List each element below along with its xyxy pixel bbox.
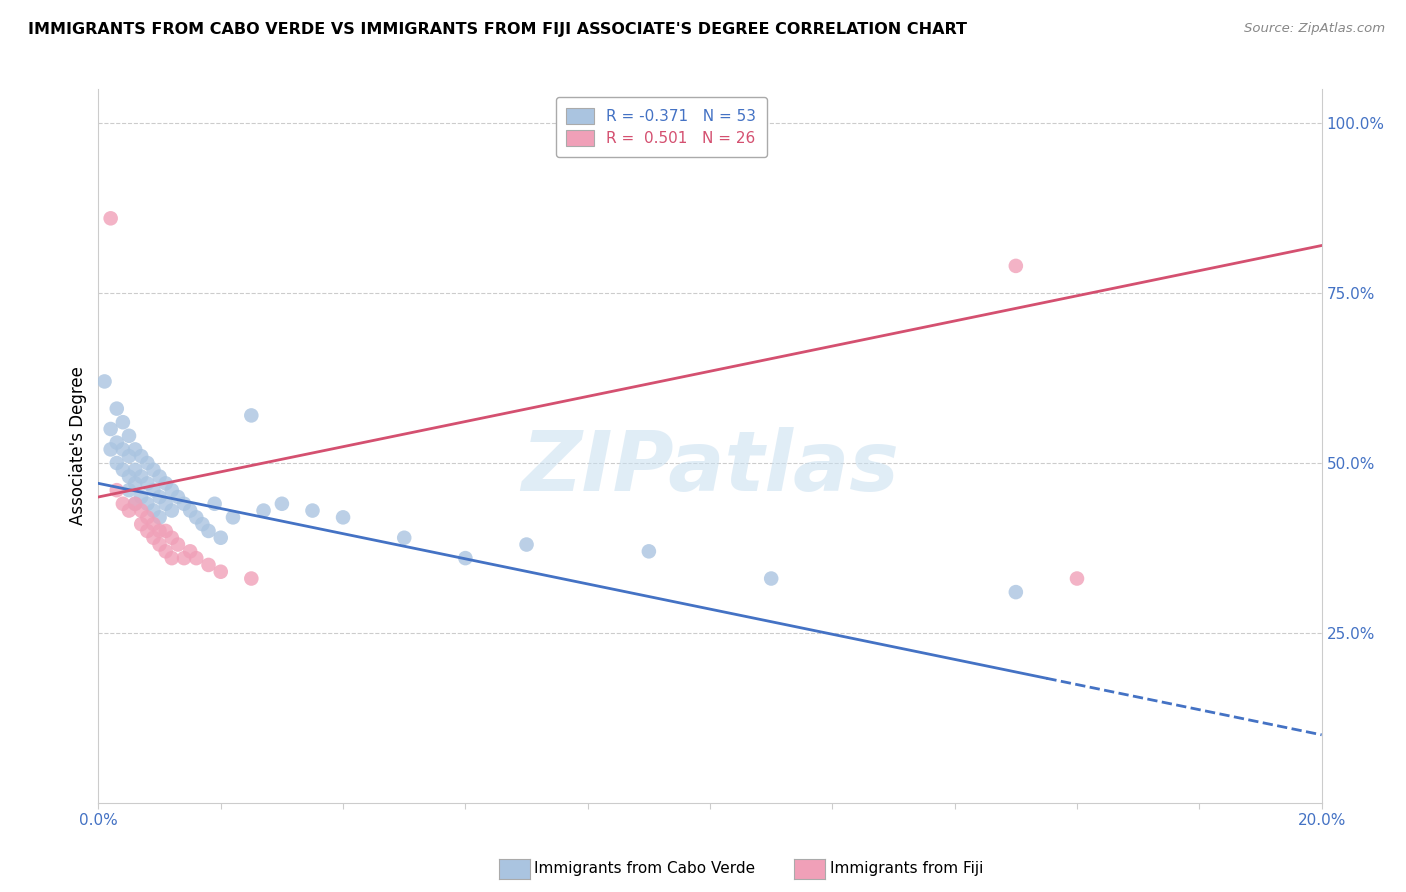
Point <box>155 544 177 558</box>
Point <box>111 415 134 429</box>
Point <box>149 524 172 538</box>
Point <box>186 551 208 566</box>
Point <box>100 211 122 226</box>
Point <box>1066 572 1088 586</box>
Point <box>142 503 165 517</box>
Point <box>160 503 183 517</box>
Point <box>142 463 165 477</box>
Point <box>301 503 323 517</box>
Point <box>136 476 159 491</box>
Point <box>124 442 146 457</box>
Point <box>160 531 183 545</box>
Text: Immigrants from Fiji: Immigrants from Fiji <box>830 862 983 876</box>
Point <box>136 497 159 511</box>
Point <box>179 503 201 517</box>
Point <box>332 510 354 524</box>
Point <box>392 531 416 545</box>
Point <box>209 531 232 545</box>
Text: Source: ZipAtlas.com: Source: ZipAtlas.com <box>1244 22 1385 36</box>
Point <box>142 531 165 545</box>
Point <box>155 497 177 511</box>
Point <box>129 503 152 517</box>
Point <box>129 449 152 463</box>
Point <box>149 510 172 524</box>
Point <box>105 456 128 470</box>
Point <box>204 497 226 511</box>
Point <box>222 510 245 524</box>
Point <box>100 442 122 457</box>
Point <box>129 490 152 504</box>
Point <box>155 524 177 538</box>
Point <box>240 572 263 586</box>
Legend: R = -0.371   N = 53, R =  0.501   N = 26: R = -0.371 N = 53, R = 0.501 N = 26 <box>555 97 766 157</box>
Point <box>179 544 201 558</box>
Point <box>197 524 219 538</box>
Point <box>160 483 183 498</box>
Point <box>100 422 122 436</box>
Point <box>124 463 146 477</box>
Point <box>111 463 134 477</box>
Point <box>209 565 232 579</box>
Text: Immigrants from Cabo Verde: Immigrants from Cabo Verde <box>534 862 755 876</box>
Point <box>197 558 219 572</box>
Point <box>93 375 115 389</box>
Point <box>637 544 661 558</box>
Point <box>142 517 165 532</box>
Point <box>155 476 177 491</box>
Point <box>1004 259 1026 273</box>
Point <box>118 469 141 483</box>
Point <box>129 469 152 483</box>
Point <box>124 497 146 511</box>
Point <box>136 524 159 538</box>
Point <box>105 435 128 450</box>
Point <box>270 497 292 511</box>
Point <box>252 503 274 517</box>
Point <box>111 497 134 511</box>
Point <box>118 449 141 463</box>
Point <box>186 510 208 524</box>
Point <box>1004 585 1026 599</box>
Point <box>149 469 172 483</box>
Text: IMMIGRANTS FROM CABO VERDE VS IMMIGRANTS FROM FIJI ASSOCIATE'S DEGREE CORRELATIO: IMMIGRANTS FROM CABO VERDE VS IMMIGRANTS… <box>28 22 967 37</box>
Point <box>516 537 538 551</box>
Point <box>149 490 172 504</box>
Y-axis label: Associate's Degree: Associate's Degree <box>69 367 87 525</box>
Point <box>240 409 263 423</box>
Point <box>118 429 141 443</box>
Point <box>105 483 128 498</box>
Point <box>136 456 159 470</box>
Point <box>118 483 141 498</box>
Point <box>173 497 195 511</box>
Point <box>759 572 782 586</box>
Point <box>142 483 165 498</box>
Point <box>124 476 146 491</box>
Point <box>167 537 190 551</box>
Point <box>105 401 128 416</box>
Point <box>149 537 172 551</box>
Point <box>129 517 152 532</box>
Point <box>111 442 134 457</box>
Point <box>124 497 146 511</box>
Point <box>167 490 190 504</box>
Point <box>191 517 214 532</box>
Point <box>454 551 477 566</box>
Text: ZIPatlas: ZIPatlas <box>522 427 898 508</box>
Point <box>173 551 195 566</box>
Point <box>118 503 141 517</box>
Point <box>160 551 183 566</box>
Point <box>136 510 159 524</box>
